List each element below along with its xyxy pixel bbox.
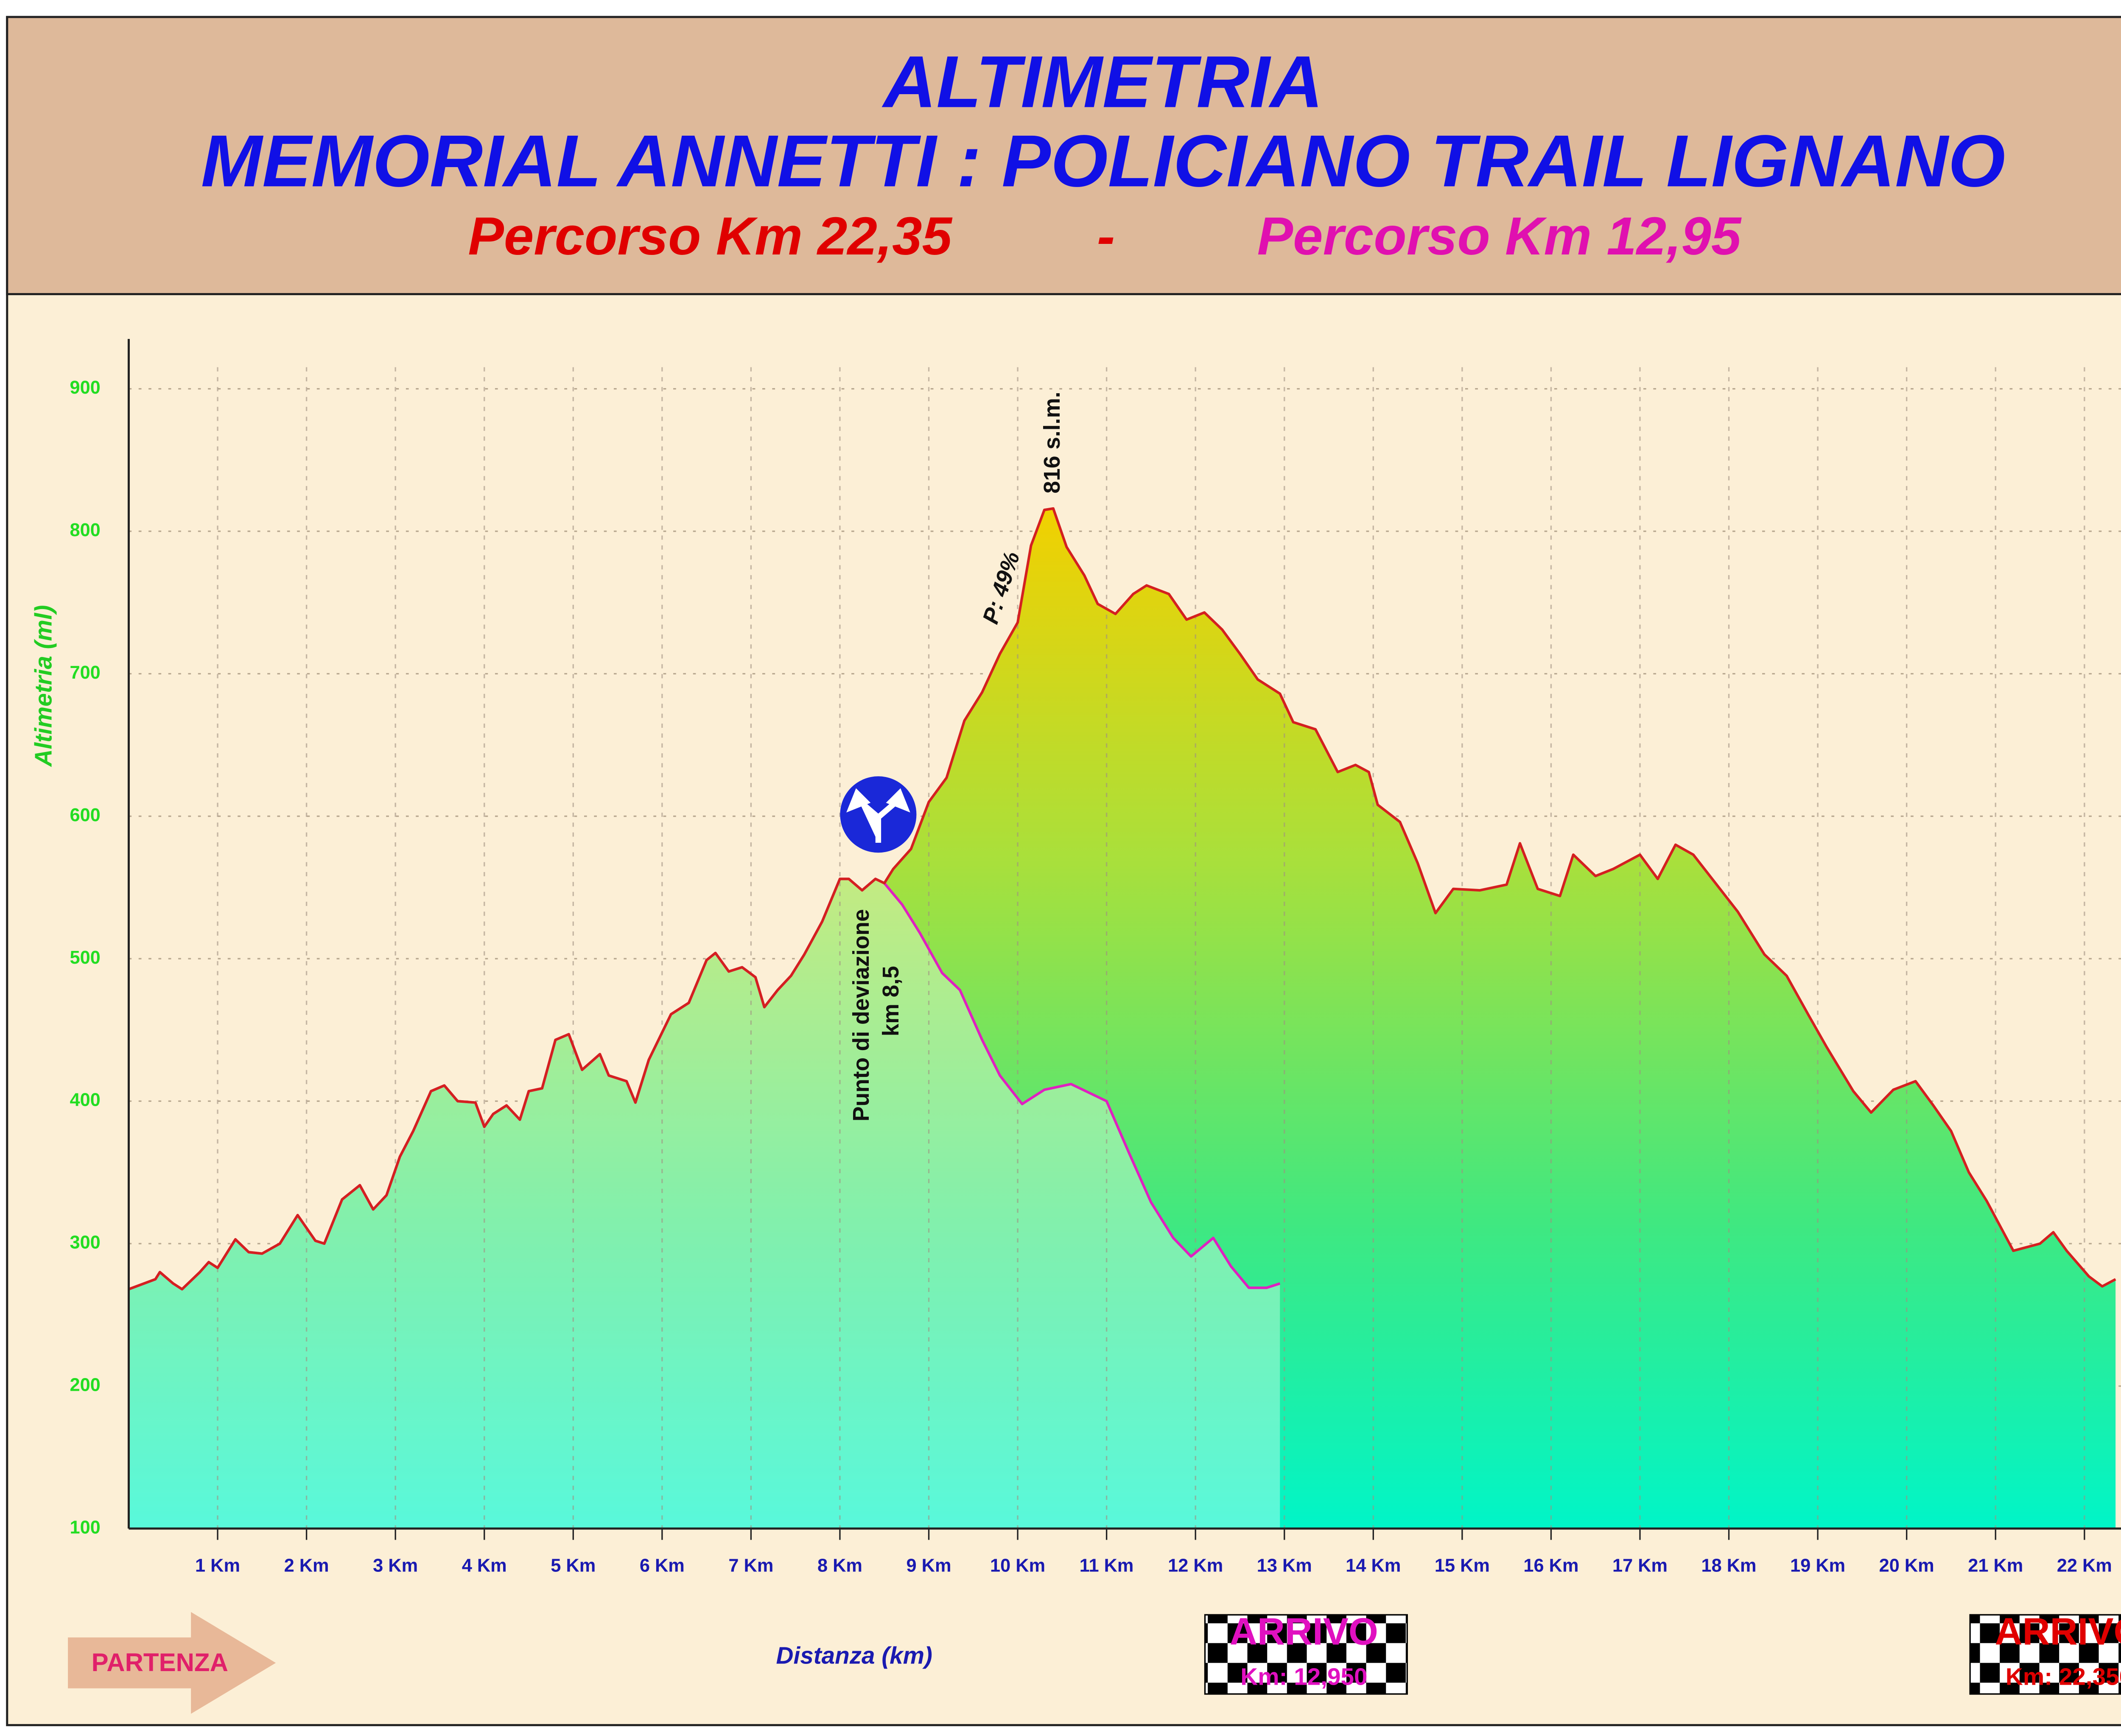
x-tick-label: 21 Km bbox=[1968, 1555, 2023, 1576]
x-tick-label: 12 Km bbox=[1168, 1555, 1223, 1576]
x-tick-label: 2 Km bbox=[284, 1555, 329, 1576]
x-tick-label: 15 Km bbox=[1435, 1555, 1490, 1576]
y-tick-label: 400 bbox=[70, 1090, 100, 1110]
chart-subtitle: MEMORIAL ANNETTI : POLICIANO TRAIL LIGNA… bbox=[201, 120, 2006, 202]
deviation-arrows bbox=[846, 788, 910, 843]
start-label: PARTENZA bbox=[92, 1648, 228, 1677]
separator: - bbox=[1097, 206, 1115, 266]
y-tick-label: 300 bbox=[70, 1233, 100, 1253]
x-tick-label: 10 Km bbox=[990, 1555, 1045, 1576]
start-arrow bbox=[68, 1612, 276, 1714]
x-tick-label: 8 Km bbox=[817, 1555, 862, 1576]
x-tick-label: 20 Km bbox=[1879, 1555, 1934, 1576]
x-tick-label: 11 Km bbox=[1080, 1555, 1134, 1576]
x-tick-label: 6 Km bbox=[640, 1555, 685, 1576]
y-tick-label: 600 bbox=[70, 805, 100, 825]
x-tick-label: 19 Km bbox=[1790, 1555, 1845, 1576]
legend-entry: Percorso Km 22,35 bbox=[468, 206, 952, 266]
deviation-label: km 8,5 bbox=[879, 966, 904, 1036]
elevation-area bbox=[129, 508, 2116, 1529]
legend-entry: Percorso Km 12,95 bbox=[1257, 206, 1742, 266]
elevation-line bbox=[128, 507, 2116, 1291]
y-tick-label: 700 bbox=[70, 663, 100, 683]
x-tick-label: 3 Km bbox=[373, 1555, 418, 1576]
y-tick-label: 800 bbox=[70, 520, 100, 540]
finish-distance: Km: 22,350 bbox=[2006, 1663, 2121, 1690]
y-tick-label: 900 bbox=[70, 377, 100, 398]
finish-distance: Km: 12,950 bbox=[1240, 1663, 1367, 1690]
x-tick-label: 4 Km bbox=[462, 1555, 507, 1576]
x-axis-label: Distanza (km) bbox=[776, 1642, 932, 1669]
y-tick-label: 500 bbox=[70, 948, 100, 968]
x-tick-label: 13 Km bbox=[1257, 1555, 1312, 1576]
y-tick-label: 200 bbox=[70, 1375, 100, 1395]
plot-area: 100 200 300 400 500 600 700 800 900 1 Km 2 Km 3 Km 4… bbox=[70, 339, 2121, 1576]
y-axis-label: Altimetria (ml) bbox=[31, 605, 57, 767]
deviation-label: Punto di deviazione bbox=[849, 909, 874, 1121]
x-tick-label: 1 Km bbox=[195, 1555, 240, 1576]
x-tick-label: 5 Km bbox=[551, 1555, 596, 1576]
finish-title: ARRIVO bbox=[1995, 1611, 2121, 1653]
x-tick-label: 17 Km bbox=[1612, 1555, 1668, 1576]
finish-flag bbox=[1969, 1614, 2121, 1695]
finish-title: ARRIVO bbox=[1230, 1611, 1378, 1653]
x-tick-label: 14 Km bbox=[1346, 1555, 1401, 1576]
peak-label: 816 s.l.m. bbox=[1040, 391, 1065, 493]
x-tick-label: 18 Km bbox=[1701, 1555, 1757, 1576]
elevation-area bbox=[129, 879, 1280, 1529]
header-band bbox=[6, 16, 2121, 295]
x-tick-label: 16 Km bbox=[1523, 1555, 1578, 1576]
x-tick-label: 9 Km bbox=[907, 1555, 951, 1576]
y-tick-label: 100 bbox=[70, 1517, 100, 1538]
x-tick-label: 7 Km bbox=[728, 1555, 773, 1576]
finish-flag bbox=[1204, 1614, 1408, 1695]
chart-title: ALTIMETRIA bbox=[881, 40, 1323, 123]
x-tick-label: 22 Km bbox=[2057, 1555, 2112, 1576]
